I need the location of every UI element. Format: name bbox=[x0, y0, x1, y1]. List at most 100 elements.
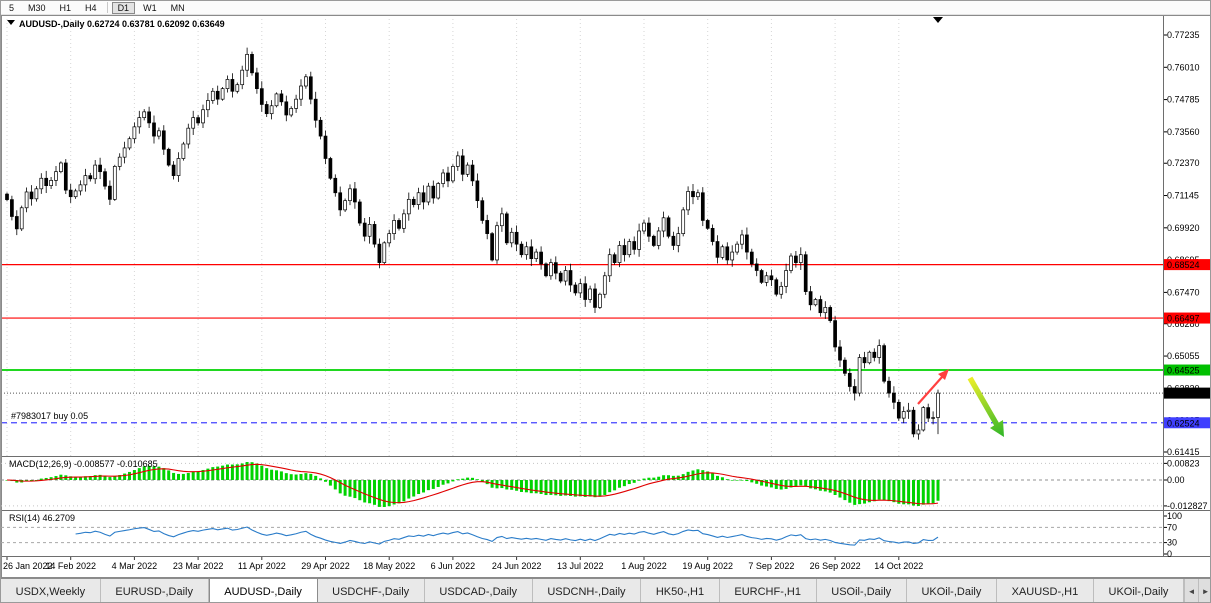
tab-label: EURUSD-,Daily bbox=[115, 585, 193, 598]
chart-tab-audusd-daily[interactable]: AUDUSD-,Daily bbox=[208, 578, 318, 602]
price-label-text: 0.62524 bbox=[1167, 418, 1200, 428]
chart-tab-xauusd-h1[interactable]: XAUUSD-,H1 bbox=[996, 579, 1094, 602]
price-label-text: 0.66497 bbox=[1167, 314, 1200, 324]
chart-tab-ukoil-daily[interactable]: UKOil-,Daily bbox=[1093, 579, 1185, 602]
tab-label: AUDUSD-,Daily bbox=[224, 585, 302, 598]
price-tick: 0.76010 bbox=[1167, 62, 1200, 72]
price-label-box-order-buy bbox=[1164, 417, 1210, 429]
macd-axis-label: 0.00 bbox=[1167, 475, 1185, 485]
tab-label: HK50-,H1 bbox=[655, 585, 705, 598]
chart-tab-usoil-daily[interactable]: USOil-,Daily bbox=[816, 579, 907, 602]
price-tick: 0.71145 bbox=[1167, 191, 1199, 201]
period-button-m30[interactable]: M30 bbox=[28, 2, 46, 13]
date-tick: 13 Jul 2022 bbox=[557, 561, 604, 571]
tab-label: EURCHF-,H1 bbox=[734, 585, 801, 598]
date-tick: 18 May 2022 bbox=[363, 561, 415, 571]
date-tick: 26 Jan 2022 bbox=[3, 561, 53, 571]
date-tick: 14 Oct 2022 bbox=[874, 561, 923, 571]
tab-label: UKOil-,Daily bbox=[1108, 585, 1169, 598]
macd-signal-line bbox=[6, 463, 939, 505]
price-label-text: 0.64525 bbox=[1167, 366, 1200, 376]
annotations[interactable] bbox=[917, 369, 1004, 437]
price-axis[interactable]: 0.77235 0.76010 0.74785 0.73560 0.72370 0.711… bbox=[1164, 30, 1211, 559]
chart-title: AUDUSD-,Daily 0.62724 0.63781 0.62092 0.… bbox=[19, 19, 225, 29]
date-tick: 19 Aug 2022 bbox=[682, 561, 733, 571]
macd-panel bbox=[1, 462, 1163, 507]
tab-label: USDCHF-,Daily bbox=[332, 585, 410, 598]
price-tick: 0.72370 bbox=[1167, 158, 1200, 168]
macd-label: MACD(12,26,9) -0.008577 -0.010685 bbox=[9, 459, 158, 469]
price-tick: 0.66280 bbox=[1167, 319, 1200, 329]
date-tick: 7 Sep 2022 bbox=[748, 561, 794, 571]
rsi-axis-label: 70 bbox=[1167, 522, 1177, 532]
price-label-box-resistance bbox=[1164, 259, 1210, 271]
green-down-arrow-head[interactable] bbox=[990, 420, 1004, 437]
rsi-axis-label: 100 bbox=[1167, 511, 1182, 521]
chart-tab-ukoil-daily[interactable]: UKOil-,Daily bbox=[906, 579, 997, 602]
period-button-mn[interactable]: MN bbox=[170, 2, 185, 13]
rsi-label: RSI(14) 46.2709 bbox=[9, 513, 75, 523]
price-label-text: 0.63649 bbox=[1167, 389, 1200, 399]
rsi-panel bbox=[1, 526, 1163, 546]
price-label-box-resistance bbox=[1164, 312, 1210, 324]
rsi-axis-label: 0 bbox=[1167, 549, 1172, 559]
chart-tab-usdcad-daily[interactable]: USDCAD-,Daily bbox=[424, 579, 533, 602]
price-label-text: 0.68524 bbox=[1167, 260, 1200, 270]
red-up-arrow[interactable] bbox=[917, 376, 943, 405]
date-tick: 11 Apr 2022 bbox=[238, 561, 286, 571]
chart-tab-hk50-h1[interactable]: HK50-,H1 bbox=[641, 579, 720, 602]
price-tick: 0.73560 bbox=[1167, 127, 1200, 137]
price-tick: 0.61415 bbox=[1167, 447, 1200, 457]
rsi-line bbox=[75, 526, 939, 546]
date-tick: 4 Mar 2022 bbox=[112, 561, 158, 571]
period-button-5[interactable]: 5 bbox=[9, 2, 15, 13]
red-up-arrow-head[interactable] bbox=[938, 369, 949, 380]
chart-tab-eurchf-h1[interactable]: EURCHF-,H1 bbox=[719, 579, 817, 602]
tab-label: USOil-,Daily bbox=[831, 585, 892, 598]
toolbar-separator bbox=[106, 2, 108, 13]
chart-shift-marker-icon[interactable] bbox=[933, 17, 943, 23]
chart-tab-eurusd-daily[interactable]: EURUSD-,Daily bbox=[100, 579, 209, 602]
order-label: #7983017 buy 0.05 bbox=[11, 411, 88, 421]
date-tick: 23 Mar 2022 bbox=[173, 561, 224, 571]
tab-label: XAUUSD-,H1 bbox=[1011, 585, 1079, 598]
price-tick: 0.65055 bbox=[1167, 351, 1200, 361]
period-button-w1[interactable]: W1 bbox=[143, 2, 157, 13]
chart-tabs-bar: USDX,Weekly EURUSD-,Daily AUDUSD-,Daily USD… bbox=[1, 578, 1210, 602]
price-tick: 0.77235 bbox=[1167, 30, 1200, 40]
chart-tab-usdcnh-daily[interactable]: USDCNH-,Daily bbox=[532, 579, 642, 602]
period-button-h1[interactable]: H1 bbox=[59, 2, 72, 13]
candlestick-series bbox=[5, 47, 940, 440]
price-tick: 0.69920 bbox=[1167, 223, 1200, 233]
tab-label: USDCNH-,Daily bbox=[547, 585, 626, 598]
price-label-box-support bbox=[1164, 364, 1210, 376]
date-tick: 24 Jun 2022 bbox=[492, 561, 542, 571]
rsi-axis-label: 30 bbox=[1167, 538, 1177, 548]
tab-scroll-right-button[interactable]: ► bbox=[1198, 579, 1210, 602]
date-tick: 29 Apr 2022 bbox=[301, 561, 350, 571]
tab-label: UKOil-,Daily bbox=[921, 585, 982, 598]
macd-axis-label: 0.00823 bbox=[1167, 458, 1200, 468]
date-tick: 6 Jun 2022 bbox=[431, 561, 476, 571]
price-label-box-current-price bbox=[1164, 387, 1210, 399]
tab-label: USDCAD-,Daily bbox=[439, 585, 518, 598]
macd-axis-label: -0.012827 bbox=[1167, 501, 1208, 511]
period-button-d1[interactable]: D1 bbox=[111, 1, 136, 14]
chart-area[interactable]: #7983017 buy 0.05 AUDUSD-,Daily 0.62724 0… bbox=[1, 15, 1211, 578]
timeframe-toolbar: 5 M30 H1 H4 D1 W1 MN bbox=[1, 1, 1210, 15]
date-tick: 26 Sep 2022 bbox=[810, 561, 861, 571]
tab-scroll-left-button[interactable]: ◄ bbox=[1184, 579, 1199, 602]
symbol-dropdown-icon[interactable] bbox=[7, 20, 15, 25]
chart-tab-usdchf-daily[interactable]: USDCHF-,Daily bbox=[317, 579, 425, 602]
price-tick: 0.74785 bbox=[1167, 95, 1200, 105]
chart-frame bbox=[1, 15, 1210, 578]
date-tick: 1 Aug 2022 bbox=[621, 561, 667, 571]
price-lines[interactable] bbox=[1, 264, 1163, 424]
date-tick: 14 Feb 2022 bbox=[45, 561, 96, 571]
tab-label: USDX,Weekly bbox=[15, 585, 86, 598]
chart-tab-usdx-weekly[interactable]: USDX,Weekly bbox=[1, 579, 101, 602]
green-down-arrow[interactable] bbox=[967, 376, 1000, 427]
period-button-h4[interactable]: H4 bbox=[85, 2, 97, 13]
